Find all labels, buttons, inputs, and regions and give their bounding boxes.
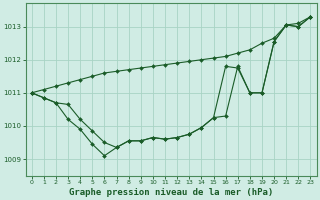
X-axis label: Graphe pression niveau de la mer (hPa): Graphe pression niveau de la mer (hPa) <box>69 188 273 197</box>
